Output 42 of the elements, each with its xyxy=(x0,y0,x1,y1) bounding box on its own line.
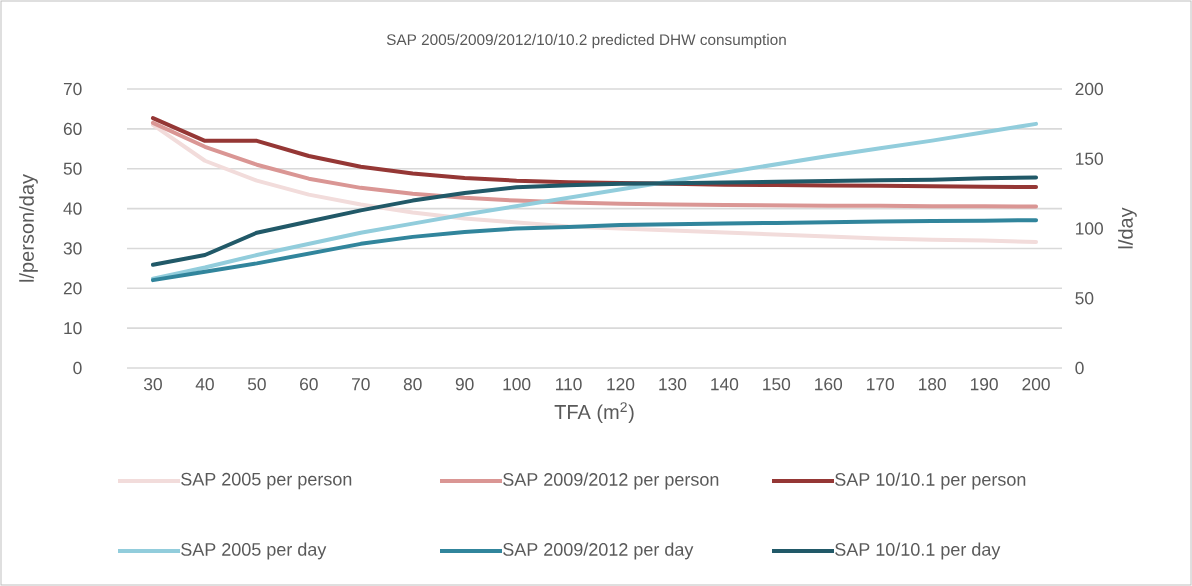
x-tick-label: 200 xyxy=(1022,378,1050,391)
y-axis-title: l/person/day xyxy=(19,174,38,282)
x-tick-label: 120 xyxy=(607,378,635,391)
y-tick-label: 20 xyxy=(63,282,82,295)
y-tick-label: 70 xyxy=(63,82,82,96)
line-series xyxy=(150,175,1039,267)
x-tick-label: 140 xyxy=(711,378,739,391)
x-tick-label: 50 xyxy=(247,378,266,391)
x-tick-label: 170 xyxy=(867,378,894,391)
y-tick-label: 60 xyxy=(63,122,82,135)
legend-label: SAP 2005 per person xyxy=(181,472,352,490)
x-axis-title: TFA (m$^{2}$) xyxy=(554,402,634,424)
x-tick-label: 70 xyxy=(352,378,370,391)
y2-tick-label: 0 xyxy=(1075,361,1084,375)
legend-label: SAP 2009/2012 per person xyxy=(503,472,719,490)
x-tick-label: 30 xyxy=(144,378,162,391)
y-tick-label: 40 xyxy=(63,202,82,215)
x-tick-label: 100 xyxy=(503,378,531,391)
x-tick-label: 80 xyxy=(403,378,422,391)
legend-label: SAP 2009/2012 per day xyxy=(503,542,694,560)
legend-label: SAP 10/10.1 per person xyxy=(835,472,1026,490)
x-tick-label: 150 xyxy=(763,378,791,391)
legend-label: SAP 2005 per day xyxy=(181,542,327,560)
legend-label: SAP 10/10.1 per day xyxy=(835,542,1001,560)
y-tick-label: 10 xyxy=(64,322,82,335)
y2-tick-label: 200 xyxy=(1075,82,1103,96)
y-tick-label: 30 xyxy=(63,242,82,255)
y-tick-label: 0 xyxy=(73,361,82,375)
x-tick-label: 90 xyxy=(455,378,474,391)
y2-tick-label: 50 xyxy=(1075,292,1094,305)
x-tick-label: 130 xyxy=(659,378,687,391)
y2-axis-title: l/day xyxy=(1118,207,1137,249)
x-tick-label: 180 xyxy=(919,378,946,391)
x-tick-label: 160 xyxy=(815,378,843,391)
x-tick-label: 40 xyxy=(195,378,214,391)
x-tick-label: 110 xyxy=(556,378,582,391)
y-tick-label: 50 xyxy=(63,162,82,175)
chart-title: SAP 2005/2009/2012/10/10.2 predicted DHW consumption xyxy=(386,33,786,49)
x-tick-label: 190 xyxy=(970,378,998,391)
y2-tick-label: 100 xyxy=(1076,222,1103,235)
x-tick-label: 60 xyxy=(300,378,318,391)
y2-tick-label: 150 xyxy=(1076,152,1103,165)
